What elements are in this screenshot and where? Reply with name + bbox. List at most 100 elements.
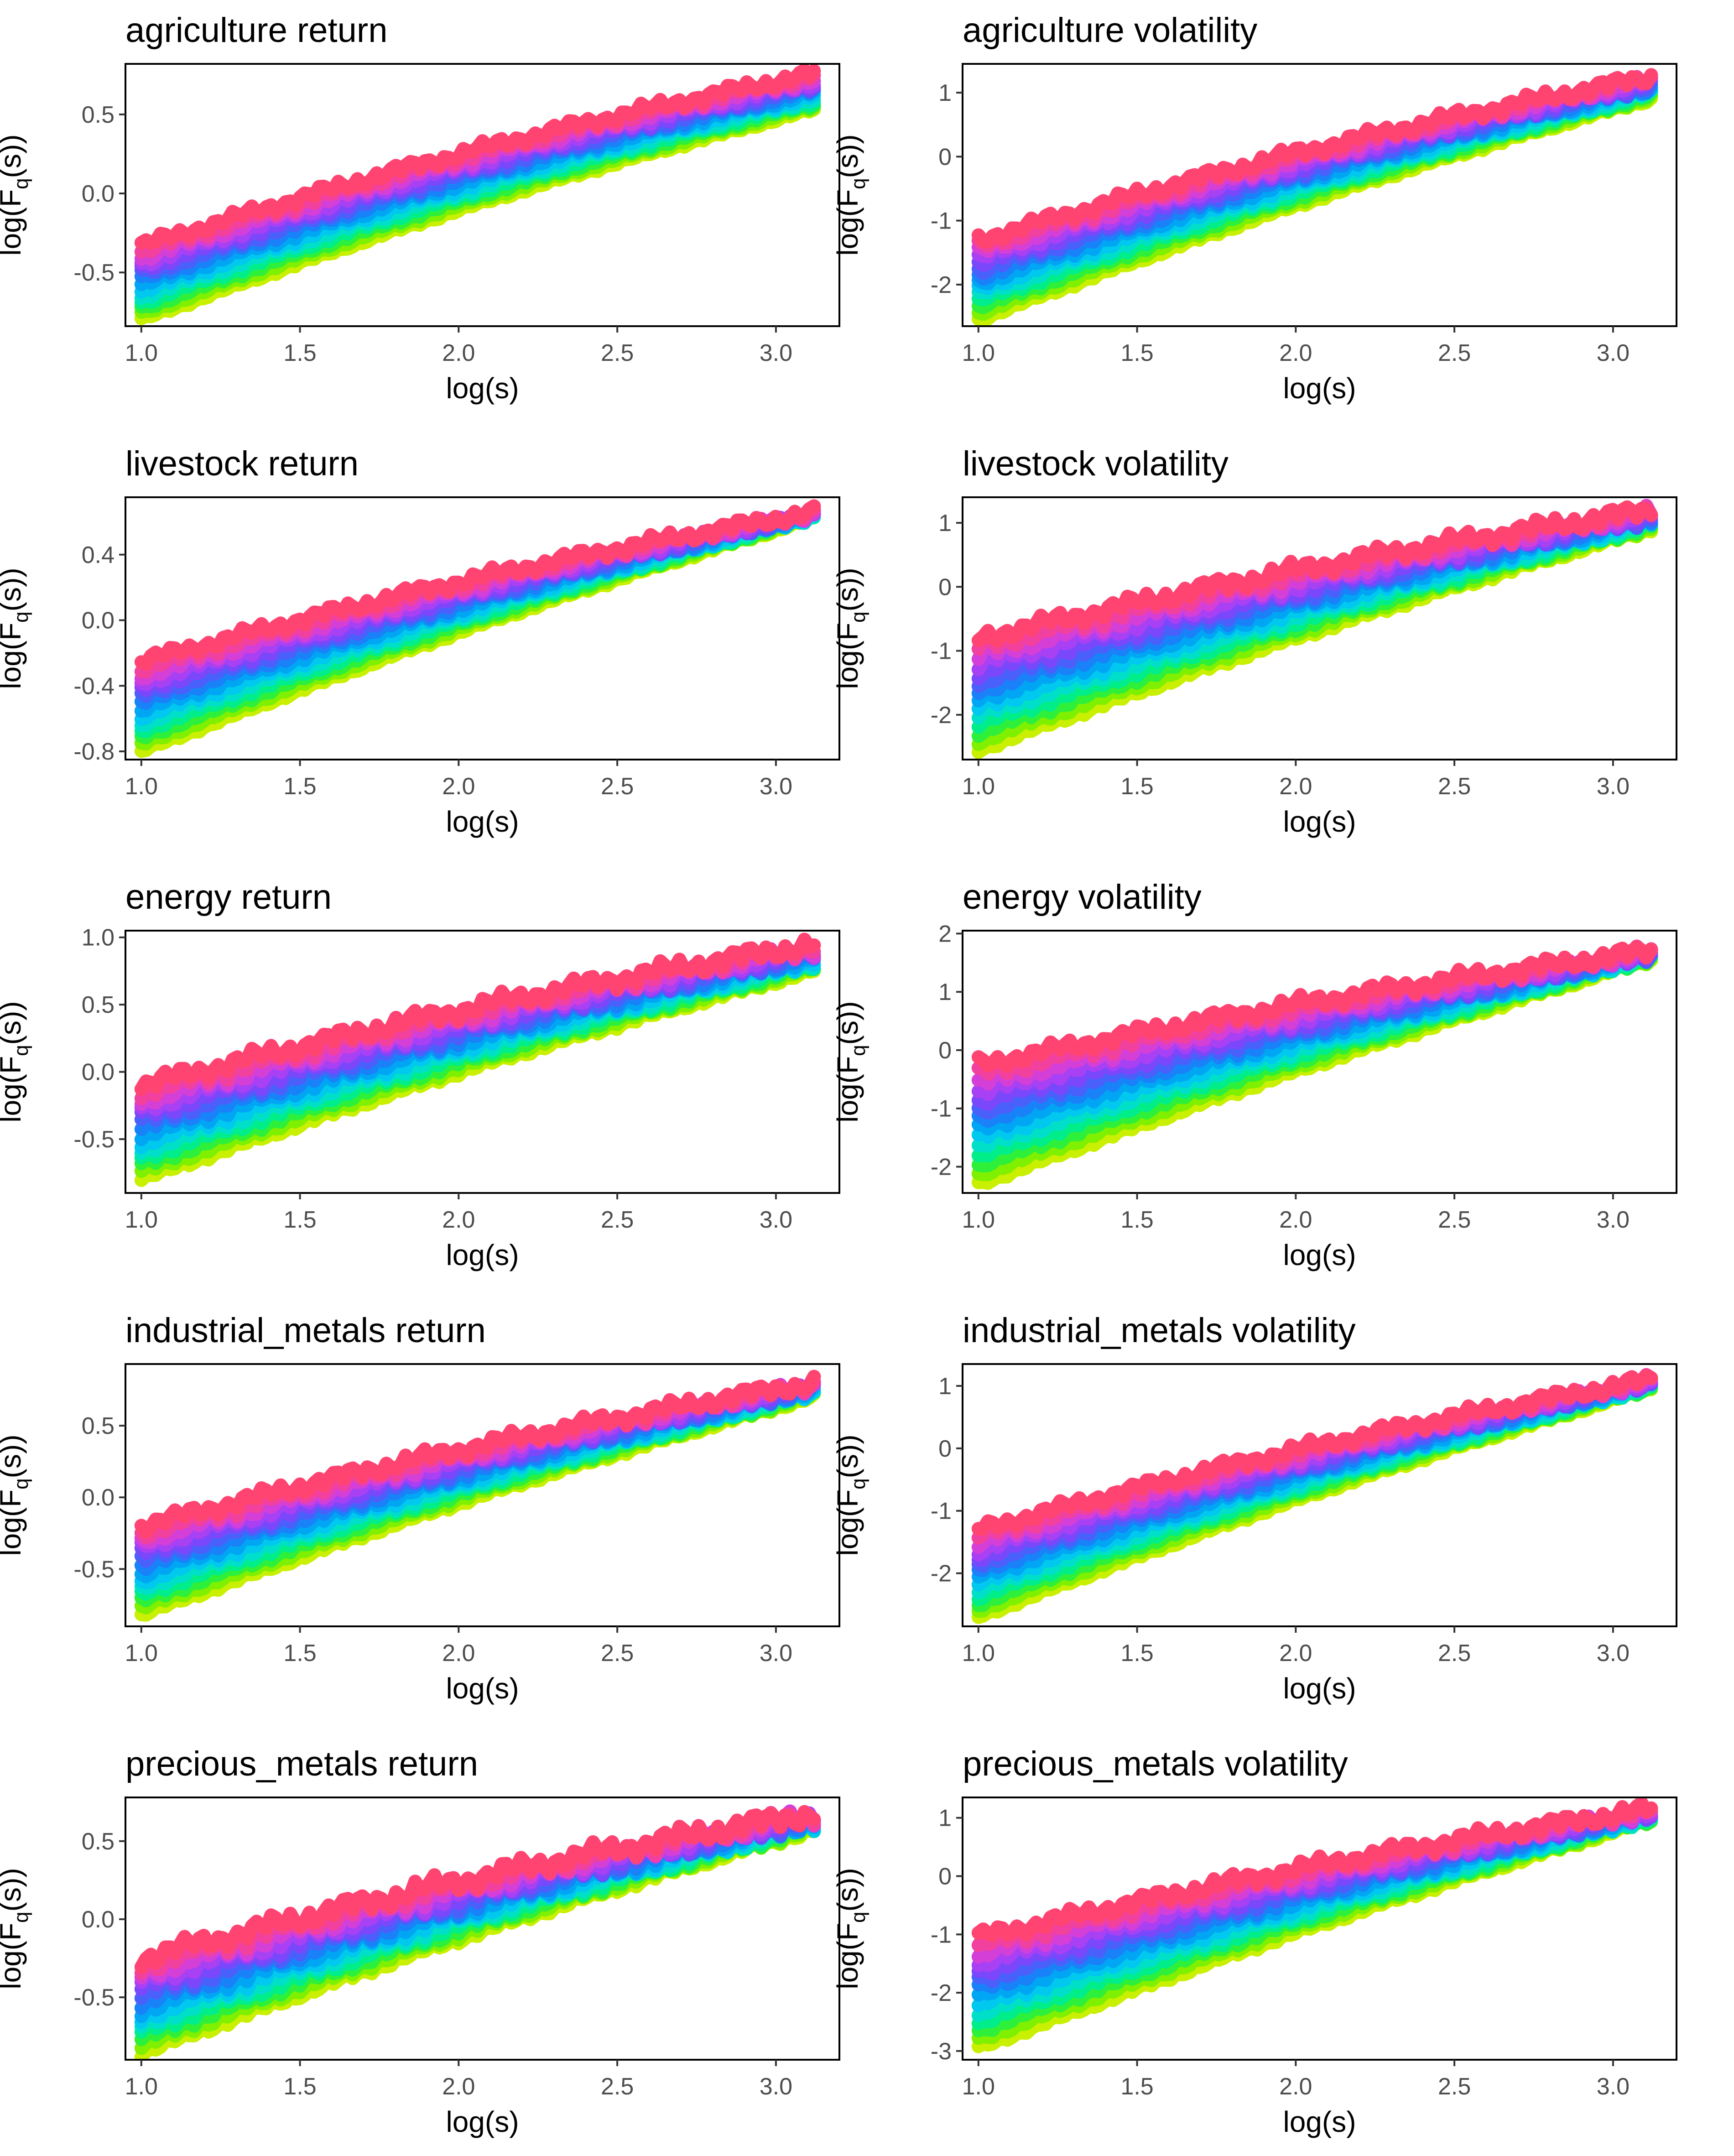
y-tick-label: 0.0 bbox=[82, 1906, 115, 1933]
y-tick-label: 1 bbox=[938, 1805, 952, 1832]
scatter-points bbox=[134, 1804, 821, 2060]
x-tick-label: 2.5 bbox=[1438, 773, 1471, 800]
series-q12 bbox=[134, 73, 821, 266]
x-tick-label: 1.0 bbox=[962, 1640, 995, 1666]
panel-agriculture-volatility: agriculture volatility -2 -1 0 1 1.0 1.5 2.0 2.5… bbox=[831, 11, 1677, 405]
x-tick-label: 2.0 bbox=[1279, 2073, 1312, 2100]
x-tick-label: 3.0 bbox=[1597, 773, 1630, 800]
panel-title: energy volatility bbox=[963, 878, 1202, 917]
x-tick-label: 2.0 bbox=[442, 1640, 475, 1666]
series-q13 bbox=[134, 68, 821, 259]
y-axis-title: log(Fq(s)) bbox=[0, 1434, 32, 1556]
x-tick-label: 1.5 bbox=[283, 1207, 316, 1233]
x-tick-label: 2.0 bbox=[1279, 340, 1312, 366]
series-q14 bbox=[971, 1369, 1658, 1536]
x-axis-title: log(s) bbox=[1283, 1672, 1356, 1705]
panel-precious-metals-return: precious_metals return -0.5 0.0 0.5 1.0 1.5 2.… bbox=[0, 1745, 840, 2138]
x-tick-label: 3.0 bbox=[1597, 2073, 1630, 2100]
x-tick-label: 3.0 bbox=[1597, 340, 1630, 366]
y-tick-label: 0.0 bbox=[82, 608, 115, 634]
scatter-points bbox=[971, 499, 1658, 759]
series-q14 bbox=[134, 932, 821, 1096]
y-tick-label: -2 bbox=[931, 702, 952, 729]
x-tick-label: 2.0 bbox=[442, 773, 475, 800]
y-axis-title: log(Fq(s)) bbox=[0, 134, 32, 255]
plot-frame bbox=[125, 63, 840, 327]
y-axis-title: log(Fq(s)) bbox=[831, 1868, 870, 1989]
x-axis-title: log(s) bbox=[446, 372, 519, 405]
x-tick-label: 1.5 bbox=[1120, 1207, 1153, 1233]
x-tick-label: 2.5 bbox=[1438, 340, 1471, 366]
series-q14 bbox=[971, 500, 1658, 648]
plot-frame bbox=[125, 1363, 840, 1627]
scatter-points bbox=[971, 939, 1658, 1190]
y-tick-label: -1 bbox=[931, 1096, 952, 1122]
x-tick-label: 2.0 bbox=[1279, 1207, 1312, 1233]
x-tick-label: 1.5 bbox=[1120, 2073, 1153, 2100]
y-axis-title: log(Fq(s)) bbox=[0, 1001, 32, 1122]
panel-title: energy return bbox=[125, 878, 332, 917]
x-tick-label: 3.0 bbox=[760, 1640, 792, 1666]
x-tick-label: 1.5 bbox=[283, 2073, 316, 2100]
y-tick-label: 0.0 bbox=[82, 181, 115, 207]
y-tick-label: 0.0 bbox=[82, 1059, 115, 1086]
x-tick-label: 2.0 bbox=[1279, 773, 1312, 800]
x-tick-label: 1.0 bbox=[125, 1640, 158, 1666]
x-axis-title: log(s) bbox=[1283, 2105, 1356, 2138]
series-q14 bbox=[134, 64, 821, 250]
plot-frame bbox=[125, 496, 840, 760]
panel-energy-volatility: energy volatility -2 -1 0 1 2 1.0 1.5 2.0 2.5 3.0 l… bbox=[831, 878, 1677, 1271]
x-tick-label: 2.5 bbox=[1438, 1207, 1471, 1233]
y-tick-label: 0.4 bbox=[82, 542, 115, 568]
panel-livestock-return: livestock return -0.8 -0.4 0.0 0.4 1.0 1.5 2.0 2… bbox=[0, 444, 840, 838]
x-tick-label: 1.5 bbox=[283, 340, 316, 366]
y-tick-label: -1 bbox=[931, 208, 952, 234]
x-tick-label: 1.0 bbox=[125, 1207, 158, 1233]
y-tick-label: 0 bbox=[938, 574, 952, 600]
y-tick-label: 0.0 bbox=[82, 1484, 115, 1511]
y-tick-label: -0.5 bbox=[73, 260, 115, 286]
x-axis-title: log(s) bbox=[446, 1239, 519, 1271]
x-tick-label: 2.0 bbox=[442, 2073, 475, 2100]
y-tick-label: -0.4 bbox=[73, 673, 115, 699]
x-tick-label: 1.5 bbox=[1120, 340, 1153, 366]
plot-frame bbox=[962, 63, 1677, 327]
scatter-points bbox=[134, 64, 821, 325]
panel-energy-return: energy return -0.5 0.0 0.5 1.0 1.0 1.5 2.0 2.5 3.… bbox=[0, 878, 840, 1271]
plot-frame bbox=[962, 1363, 1677, 1627]
y-tick-label: -0.5 bbox=[73, 1126, 115, 1153]
x-tick-label: 1.0 bbox=[962, 773, 995, 800]
x-tick-label: 2.0 bbox=[442, 340, 475, 366]
x-axis-title: log(s) bbox=[446, 2105, 519, 2138]
y-tick-label: 0.5 bbox=[82, 992, 115, 1018]
panel-title: industrial_metals volatility bbox=[963, 1311, 1356, 1350]
x-axis-title: log(s) bbox=[1283, 372, 1356, 405]
y-tick-label: 1.0 bbox=[82, 925, 115, 951]
scatter-points bbox=[134, 932, 821, 1187]
x-axis-title: log(s) bbox=[1283, 805, 1356, 838]
y-tick-label: 1 bbox=[938, 80, 952, 106]
x-tick-label: 2.5 bbox=[601, 340, 634, 366]
x-tick-label: 1.0 bbox=[962, 340, 995, 366]
plot-frame bbox=[125, 1797, 840, 2061]
panel-precious-metals-volatility: precious_metals volatility -3 -2 -1 0 1 1.0 1.5… bbox=[831, 1745, 1677, 2138]
y-axis-title: log(Fq(s)) bbox=[831, 568, 870, 689]
y-axis-title: log(Fq(s)) bbox=[0, 1868, 32, 1989]
x-tick-label: 3.0 bbox=[1597, 1207, 1630, 1233]
panel-industrial-metals-return: industrial_metals return -0.5 0.0 0.5 1.0 1.5… bbox=[0, 1311, 840, 1705]
y-tick-label: -1 bbox=[931, 1498, 952, 1525]
scatter-points bbox=[134, 499, 821, 758]
x-tick-label: 3.0 bbox=[1597, 1640, 1630, 1666]
x-tick-label: 3.0 bbox=[760, 340, 792, 366]
y-tick-label: 1 bbox=[938, 510, 952, 536]
x-tick-label: 2.0 bbox=[1279, 1640, 1312, 1666]
y-tick-label: -0.8 bbox=[73, 739, 115, 765]
y-tick-label: -0.5 bbox=[73, 1556, 115, 1583]
y-tick-label: -2 bbox=[931, 1980, 952, 2006]
x-tick-label: 2.5 bbox=[1438, 2073, 1471, 2100]
y-tick-label: -1 bbox=[931, 638, 952, 665]
panel-title: precious_metals return bbox=[125, 1745, 478, 1783]
series-q14 bbox=[134, 499, 821, 671]
scatter-points bbox=[971, 1368, 1658, 1624]
